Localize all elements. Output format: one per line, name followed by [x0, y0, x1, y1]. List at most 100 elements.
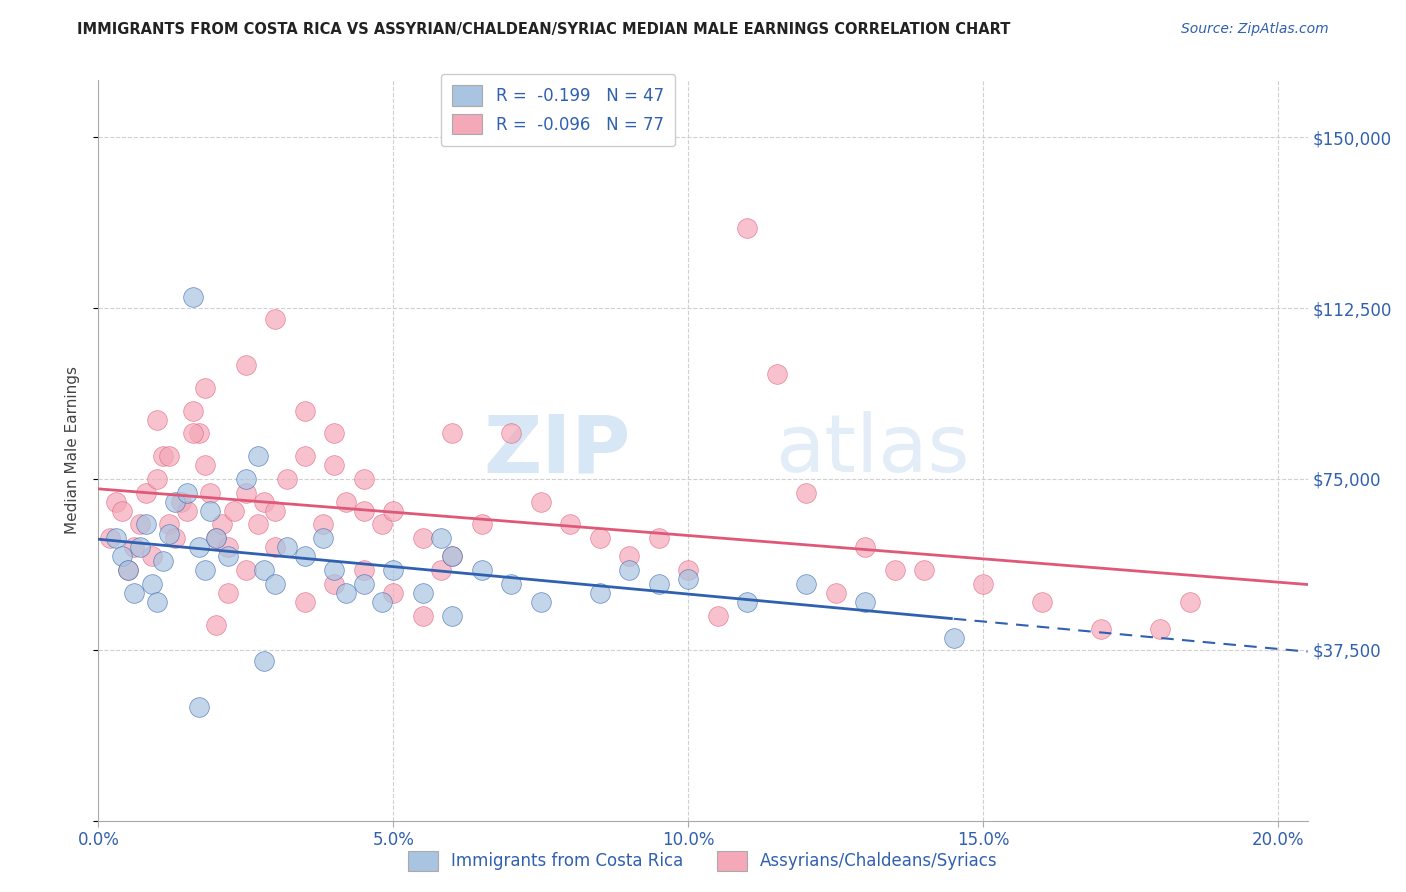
- Point: [264, 312, 287, 326]
- Point: [235, 563, 257, 577]
- Point: [412, 608, 434, 623]
- Text: IMMIGRANTS FROM COSTA RICA VS ASSYRIAN/CHALDEAN/SYRIAC MEDIAN MALE EARNINGS CORR: IMMIGRANTS FROM COSTA RICA VS ASSYRIAN/C…: [77, 22, 1011, 37]
- Point: [1178, 595, 1201, 609]
- Point: [128, 517, 150, 532]
- Point: [311, 517, 333, 532]
- Point: [117, 563, 139, 577]
- Point: [1031, 595, 1053, 609]
- Point: [276, 541, 298, 555]
- Point: [912, 563, 935, 577]
- Point: [117, 563, 139, 577]
- Point: [141, 549, 163, 564]
- Point: [501, 426, 523, 441]
- Point: [648, 576, 671, 591]
- Point: [98, 531, 121, 545]
- Point: [146, 595, 169, 609]
- Point: [246, 517, 269, 532]
- Point: [619, 563, 641, 577]
- Point: [141, 576, 163, 591]
- Point: [501, 576, 523, 591]
- Point: [429, 531, 451, 545]
- Point: [471, 563, 494, 577]
- Point: [353, 563, 375, 577]
- Point: [217, 549, 239, 564]
- Legend: Immigrants from Costa Rica, Assyrians/Chaldeans/Syriacs: Immigrants from Costa Rica, Assyrians/Ch…: [399, 842, 1007, 880]
- Point: [619, 549, 641, 564]
- Point: [794, 485, 817, 500]
- Point: [205, 531, 228, 545]
- Point: [323, 576, 346, 591]
- Point: [252, 563, 274, 577]
- Point: [1149, 622, 1171, 636]
- Point: [441, 549, 464, 564]
- Point: [165, 531, 187, 545]
- Point: [294, 595, 316, 609]
- Point: [824, 586, 846, 600]
- Point: [276, 472, 298, 486]
- Point: [706, 608, 728, 623]
- Point: [353, 504, 375, 518]
- Point: [412, 586, 434, 600]
- Point: [311, 531, 333, 545]
- Point: [589, 531, 612, 545]
- Point: [530, 595, 553, 609]
- Point: [200, 504, 222, 518]
- Point: [205, 531, 228, 545]
- Point: [589, 586, 612, 600]
- Point: [648, 531, 671, 545]
- Point: [152, 554, 174, 568]
- Point: [111, 549, 134, 564]
- Point: [441, 549, 464, 564]
- Point: [187, 699, 209, 714]
- Point: [122, 586, 145, 600]
- Point: [217, 586, 239, 600]
- Point: [353, 472, 375, 486]
- Point: [176, 504, 198, 518]
- Point: [157, 449, 180, 463]
- Point: [157, 517, 180, 532]
- Point: [181, 426, 204, 441]
- Point: [412, 531, 434, 545]
- Point: [170, 494, 193, 508]
- Point: [235, 485, 257, 500]
- Point: [735, 221, 758, 235]
- Point: [294, 449, 316, 463]
- Point: [1090, 622, 1112, 636]
- Point: [111, 504, 134, 518]
- Point: [211, 517, 233, 532]
- Point: [187, 541, 209, 555]
- Point: [294, 549, 316, 564]
- Point: [187, 426, 209, 441]
- Point: [105, 494, 128, 508]
- Point: [194, 381, 217, 395]
- Text: Source: ZipAtlas.com: Source: ZipAtlas.com: [1181, 22, 1329, 37]
- Point: [382, 586, 405, 600]
- Point: [429, 563, 451, 577]
- Point: [264, 576, 287, 591]
- Point: [942, 632, 965, 646]
- Point: [165, 494, 187, 508]
- Point: [441, 426, 464, 441]
- Point: [235, 358, 257, 372]
- Point: [323, 426, 346, 441]
- Point: [152, 449, 174, 463]
- Point: [200, 485, 222, 500]
- Point: [146, 413, 169, 427]
- Point: [157, 526, 180, 541]
- Text: ZIP: ZIP: [484, 411, 630, 490]
- Point: [530, 494, 553, 508]
- Point: [194, 563, 217, 577]
- Point: [222, 504, 245, 518]
- Point: [264, 541, 287, 555]
- Point: [678, 572, 700, 586]
- Point: [678, 563, 700, 577]
- Point: [176, 485, 198, 500]
- Point: [246, 449, 269, 463]
- Point: [560, 517, 582, 532]
- Point: [370, 517, 392, 532]
- Point: [181, 290, 204, 304]
- Point: [128, 541, 150, 555]
- Point: [105, 531, 128, 545]
- Point: [883, 563, 905, 577]
- Point: [335, 494, 357, 508]
